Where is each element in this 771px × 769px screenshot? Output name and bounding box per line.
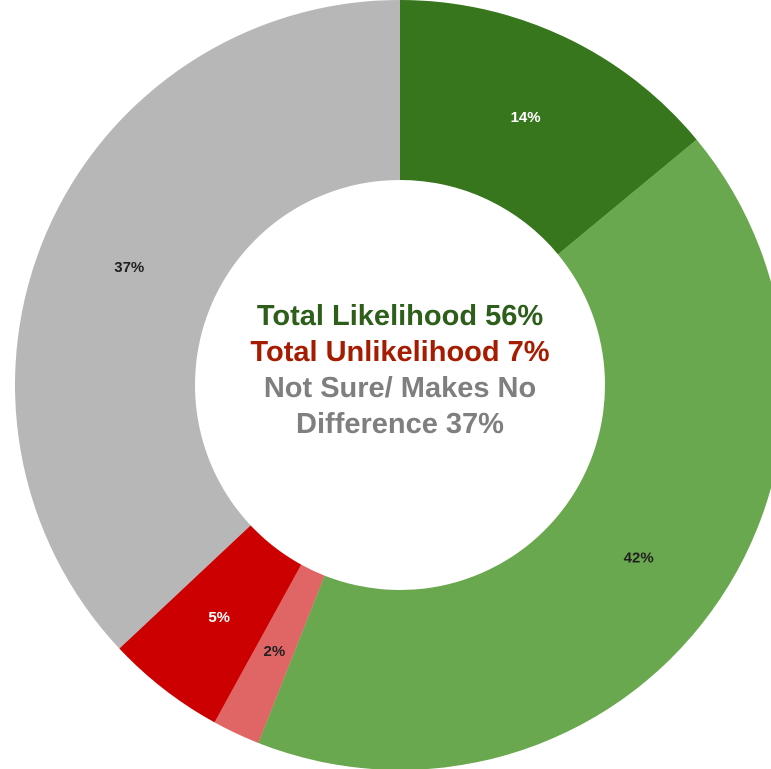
slice-2pct bbox=[214, 564, 325, 743]
slice-37pct bbox=[14, 0, 400, 649]
slice-5pct bbox=[119, 525, 302, 723]
slice-label-14pct: 14% bbox=[511, 109, 541, 126]
slice-label-42pct: 42% bbox=[624, 549, 654, 566]
slice-label-5pct: 5% bbox=[208, 609, 230, 626]
slice-14pct bbox=[400, 0, 697, 255]
center-line-unlikelihood: Total Unlikelihood 7% bbox=[250, 336, 550, 368]
center-summary: Total Likelihood 56% Total Unlikelihood … bbox=[200, 298, 600, 442]
center-line-likelihood: Total Likelihood 56% bbox=[256, 300, 544, 332]
slice-labels: 14% 42% 2% 5% 37% bbox=[114, 109, 653, 660]
slice-label-2pct: 2% bbox=[264, 643, 286, 660]
center-line-difference: Difference 37% bbox=[296, 408, 504, 440]
slice-42pct bbox=[258, 139, 771, 769]
slice-label-37pct: 37% bbox=[114, 259, 144, 276]
center-line-not-sure: Not Sure/ Makes No bbox=[263, 372, 537, 404]
donut-slices bbox=[14, 0, 771, 769]
